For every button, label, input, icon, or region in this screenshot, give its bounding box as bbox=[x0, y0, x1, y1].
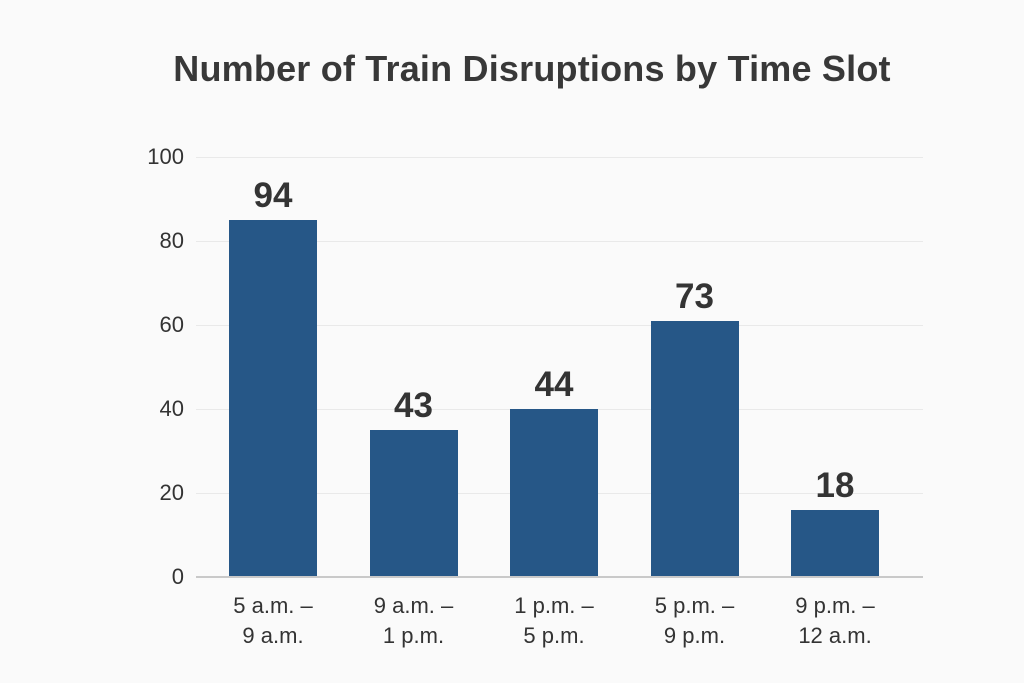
bar-4 bbox=[650, 320, 739, 577]
x-tick-label-line: 9 p.m. – bbox=[795, 593, 875, 618]
bar-1 bbox=[229, 220, 317, 577]
x-tick-label: 5 p.m. – 9 p.m. bbox=[610, 591, 780, 651]
x-tick-label-line: 5 p.m. bbox=[523, 623, 585, 648]
gridline bbox=[196, 241, 923, 242]
x-tick-label-line: 1 p.m. – bbox=[514, 593, 594, 618]
bar-5 bbox=[791, 509, 879, 577]
bar-value-label: 73 bbox=[675, 276, 714, 316]
x-tick-label-line: 12 a.m. bbox=[798, 623, 872, 648]
x-tick-label-line: 5 a.m. – bbox=[233, 593, 313, 618]
x-tick-label: 1 p.m. – 5 p.m. bbox=[469, 591, 639, 651]
y-tick-label: 80 bbox=[159, 228, 184, 253]
bar-value-label: 94 bbox=[253, 176, 293, 215]
x-tick-label-line: 5 p.m. – bbox=[654, 593, 735, 618]
y-tick-label: 60 bbox=[159, 312, 184, 337]
bar-3 bbox=[510, 409, 598, 577]
y-tick-label: 20 bbox=[159, 480, 184, 505]
y-tick-label: 40 bbox=[159, 396, 184, 421]
x-tick-label: 9 p.m. – 12 a.m. bbox=[750, 591, 920, 651]
x-tick-label: 9 a.m. – 1 p.m. bbox=[329, 591, 499, 651]
x-tick-label-line: 9 a.m. bbox=[242, 623, 304, 648]
y-tick-label: 100 bbox=[147, 144, 184, 169]
x-tick-label-line: 9 p.m. bbox=[663, 623, 726, 648]
bar-value-label: 43 bbox=[394, 386, 433, 425]
bar-value-label: 44 bbox=[534, 365, 574, 404]
y-tick-label: 0 bbox=[171, 564, 184, 589]
gridline bbox=[196, 157, 923, 158]
x-axis-line bbox=[196, 576, 923, 578]
gridline bbox=[196, 325, 923, 326]
x-tick-label-line: 9 a.m. – bbox=[373, 593, 454, 618]
x-tick-label: 5 a.m. – 9 a.m. bbox=[188, 591, 358, 651]
x-tick-label-line: 1 p.m. bbox=[382, 623, 445, 648]
bar-value-label: 18 bbox=[815, 465, 855, 505]
bar-2 bbox=[369, 430, 458, 577]
chart-title: Number of Train Disruptions by Time Slot bbox=[173, 48, 891, 89]
